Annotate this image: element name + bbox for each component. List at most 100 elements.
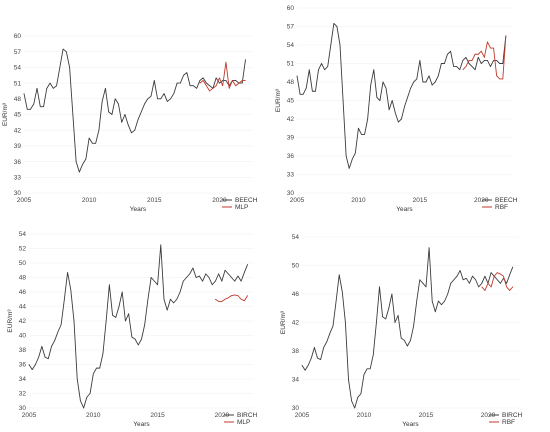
y-axis-label: EUR/m³ — [280, 310, 287, 334]
data-point — [206, 85, 207, 87]
data-point — [102, 353, 104, 354]
data-point — [153, 80, 155, 81]
y-tick-label: 54 — [287, 42, 295, 49]
data-point — [398, 121, 399, 123]
data-point — [509, 274, 511, 276]
data-point — [105, 320, 107, 322]
x-tick-label: 2005 — [290, 197, 305, 204]
data-point — [134, 129, 136, 131]
data-point — [208, 277, 210, 278]
x-tick-label: 2010 — [86, 412, 101, 419]
data-point — [500, 282, 501, 284]
data-point — [332, 325, 334, 327]
rbf-series-line — [481, 272, 514, 291]
y-tick-label: 39 — [287, 135, 295, 142]
data-point — [496, 272, 498, 273]
data-point — [490, 47, 491, 49]
data-point — [179, 82, 181, 84]
data-point — [403, 339, 405, 341]
data-point — [199, 82, 201, 84]
y-tick-label: 34 — [292, 377, 300, 384]
data-point — [237, 295, 239, 296]
data-point — [447, 53, 448, 55]
data-point — [419, 60, 421, 61]
data-point — [465, 277, 467, 279]
data-point — [193, 85, 194, 87]
data-point — [170, 98, 171, 100]
data-point — [183, 74, 184, 76]
data-point — [134, 338, 136, 340]
data-point — [202, 80, 204, 81]
data-point — [312, 90, 313, 92]
data-point — [31, 369, 33, 370]
legend-label: MLP — [235, 204, 248, 211]
data-point — [247, 295, 248, 296]
data-point — [410, 87, 411, 89]
data-point — [333, 23, 335, 24]
y-tick-label: 30 — [14, 190, 22, 197]
data-point — [57, 331, 59, 333]
data-point — [114, 98, 116, 100]
data-point — [88, 137, 90, 139]
data-point — [490, 66, 491, 67]
data-point — [407, 97, 408, 98]
data-point — [92, 142, 93, 144]
data-point — [315, 90, 316, 92]
data-point — [320, 359, 321, 360]
data-point — [382, 81, 384, 83]
data-point — [96, 367, 97, 369]
data-point — [30, 108, 31, 110]
birch-series-line — [28, 244, 248, 409]
data-point — [202, 77, 204, 79]
data-point — [195, 277, 197, 278]
data-point — [26, 108, 28, 110]
data-point — [176, 298, 178, 300]
data-point — [496, 279, 498, 281]
data-point — [357, 396, 359, 398]
data-point — [144, 103, 145, 105]
data-point — [471, 66, 473, 67]
data-point — [327, 66, 329, 67]
data-point — [86, 396, 88, 398]
chart-panel: 30 33 36 39 42 45 48 51 54 57 60 2005 2010 2015 2020 Ye… — [275, 5, 518, 213]
data-point — [447, 293, 449, 295]
data-point — [484, 290, 486, 291]
data-point — [493, 275, 495, 277]
data-point — [372, 354, 374, 355]
data-point — [111, 114, 113, 115]
x-tick-label: 2010 — [82, 197, 97, 204]
y-tick-label: 57 — [287, 24, 295, 31]
data-point — [163, 298, 165, 300]
data-point — [382, 316, 383, 318]
data-point — [471, 60, 473, 61]
y-tick-label: 48 — [19, 275, 27, 282]
data-point — [453, 66, 454, 67]
data-point — [225, 61, 227, 63]
data-point — [502, 63, 504, 64]
data-point — [128, 313, 129, 315]
data-point — [367, 118, 368, 120]
data-point — [388, 307, 390, 309]
data-point — [35, 364, 36, 365]
y-tick-label: 54 — [19, 231, 27, 238]
data-point — [38, 356, 39, 358]
data-point — [108, 111, 110, 113]
data-point — [410, 339, 411, 341]
data-point — [373, 69, 375, 71]
data-point — [369, 368, 371, 370]
y-tick-label: 50 — [19, 260, 27, 267]
y-tick-label: 46 — [19, 289, 27, 296]
data-point — [36, 87, 38, 89]
data-point — [192, 267, 194, 269]
data-point — [364, 134, 365, 135]
legend-label: RBF — [502, 419, 515, 426]
data-point — [416, 300, 418, 302]
data-point — [506, 286, 507, 288]
data-point — [336, 26, 338, 27]
data-point — [385, 318, 387, 320]
mlp-series-line — [199, 61, 246, 92]
data-point — [41, 346, 43, 347]
data-point — [472, 275, 473, 277]
data-point — [215, 85, 217, 87]
data-point — [231, 277, 232, 278]
